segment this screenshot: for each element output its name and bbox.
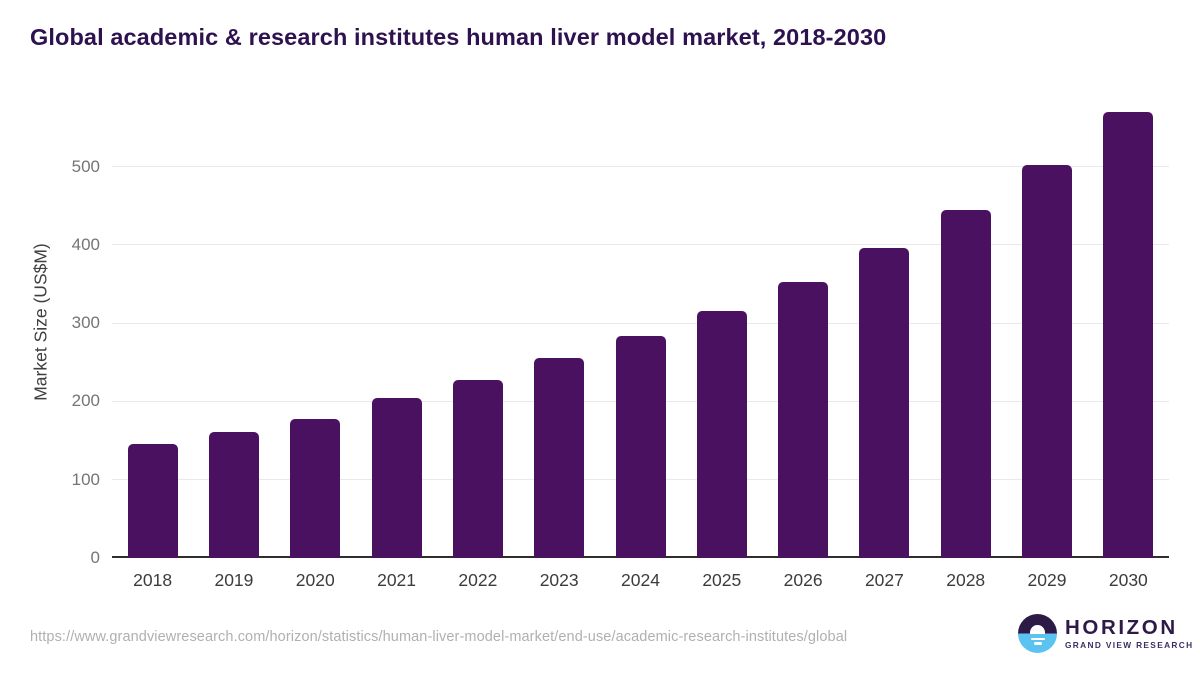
bar-2028 — [940, 209, 991, 558]
x-tick-label: 2022 — [458, 570, 498, 590]
x-tick-label: 2028 — [946, 570, 986, 590]
horizon-reflection-line-icon — [1030, 637, 1045, 641]
bar-2026 — [778, 281, 829, 558]
bar-2021 — [371, 397, 422, 558]
gridline — [112, 166, 1169, 168]
x-tick-label: 2024 — [621, 570, 660, 590]
bar-2023 — [534, 358, 585, 558]
bar-2029 — [1022, 164, 1073, 558]
gridline — [112, 322, 1169, 324]
x-tick-label: 2019 — [214, 570, 254, 590]
chart-title: Global academic & research institutes hu… — [30, 24, 887, 50]
bar-2018 — [127, 444, 178, 558]
bar-2030 — [1103, 111, 1154, 558]
x-tick-label: 2025 — [702, 570, 742, 590]
bar-2022 — [452, 379, 503, 558]
bar-2020 — [290, 419, 341, 558]
x-tick-label: 2027 — [864, 570, 904, 590]
bar-2019 — [208, 431, 259, 558]
gridline — [112, 244, 1169, 246]
x-tick-label: 2021 — [377, 570, 417, 590]
logo-subtitle: GRAND VIEW RESEARCH — [1065, 640, 1194, 650]
sun-icon — [1030, 625, 1045, 634]
logo-title: HORIZON — [1065, 616, 1178, 639]
x-tick-label: 2026 — [783, 570, 823, 590]
x-tick-label: 2020 — [295, 570, 335, 590]
y-tick-label: 0 — [90, 548, 100, 567]
horizon-logo-icon — [1018, 614, 1057, 653]
bar-2027 — [859, 247, 910, 558]
logo-text: HORIZON GRAND VIEW RESEARCH — [1065, 616, 1194, 651]
y-tick-label: 200 — [71, 391, 100, 411]
plot-area: 0 100 200 300 400 500 2018 2019 2020 2021 2022 2023… — [72, 100, 1169, 590]
x-tick-label: 2023 — [539, 570, 579, 590]
source-url: https://www.grandviewresearch.com/horizo… — [30, 629, 848, 645]
y-tick-label: 100 — [71, 469, 100, 489]
horizon-reflection-line-icon — [1033, 642, 1042, 645]
y-tick-label: 300 — [71, 313, 100, 333]
bar-2025 — [696, 310, 747, 558]
x-tick-label: 2029 — [1027, 570, 1067, 590]
bar-2024 — [615, 336, 666, 558]
y-tick-label: 500 — [71, 156, 100, 176]
x-tick-label: 2030 — [1108, 570, 1148, 590]
y-tick-label: 400 — [71, 234, 100, 254]
horizon-logo: HORIZON GRAND VIEW RESEARCH — [1018, 614, 1193, 653]
x-tick-label: 2018 — [133, 570, 173, 590]
